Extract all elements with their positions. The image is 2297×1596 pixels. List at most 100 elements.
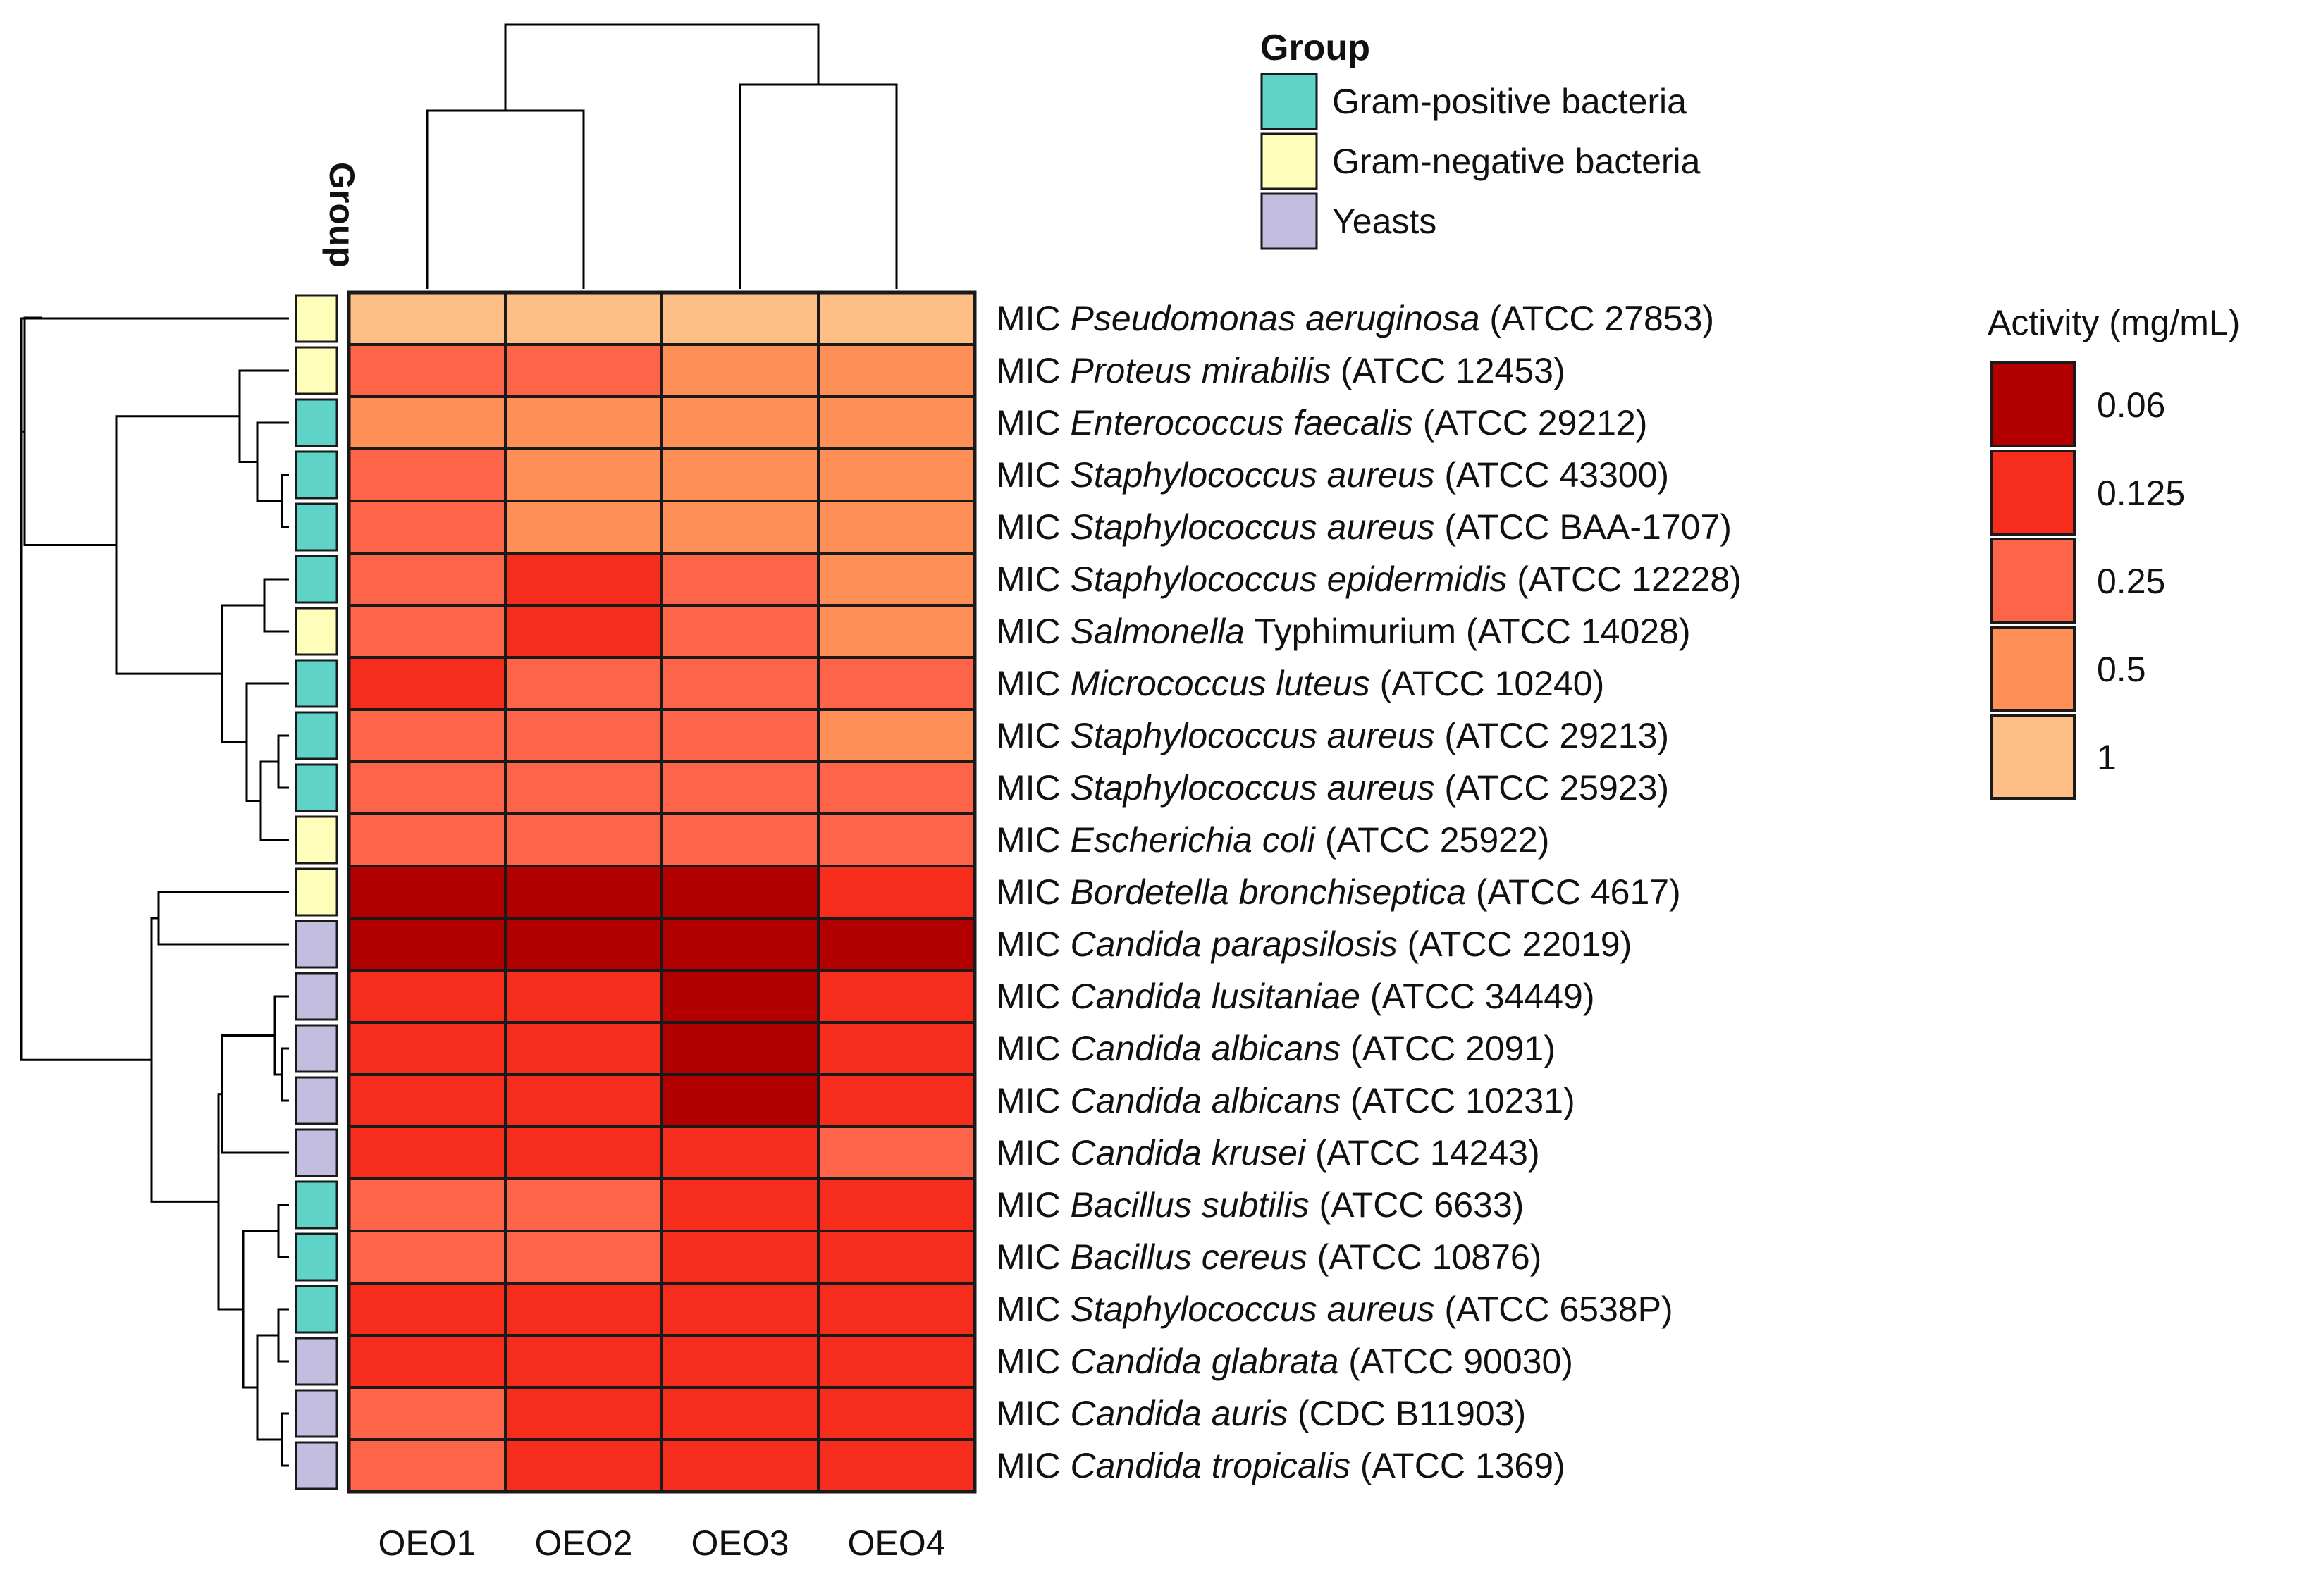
dendrogram-branch (245, 682, 289, 802)
heatmap-cell (504, 865, 663, 920)
group-legend-swatch (1260, 192, 1318, 250)
heatmap-cell (347, 1386, 507, 1441)
activity-legend-label: 0.06 (2097, 385, 2165, 425)
column-label: OEO1 (378, 1523, 476, 1563)
row-label: MIC Candida lusitaniae (ATCC 34449) (996, 977, 1594, 1016)
group-annotation-cell (295, 398, 338, 447)
group-legend-label: Gram-negative bacteria (1332, 142, 1701, 181)
row-label: MIC Bacillus cereus (ATCC 10876) (996, 1237, 1541, 1277)
heatmap-cell (347, 656, 507, 711)
row-label: MIC Candida krusei (ATCC 14243) (996, 1133, 1540, 1173)
dendrogram-branch (504, 23, 820, 111)
activity-legend-swatch (1990, 714, 2076, 800)
heatmap-cell (817, 395, 976, 450)
row-label: MIC Escherichia coli (ATCC 25922) (996, 820, 1549, 860)
group-annotation-cell (295, 659, 338, 708)
heatmap-cell (660, 447, 820, 502)
heatmap-cell (660, 395, 820, 450)
group-annotation-cell (295, 502, 338, 552)
group-annotation-cell (295, 1285, 338, 1334)
heatmap-cell (347, 291, 507, 346)
dendrogram-branch (256, 421, 289, 502)
heatmap-cell (817, 1334, 976, 1389)
group-annotation-cell (295, 555, 338, 604)
heatmap-cell (660, 760, 820, 815)
heatmap-cell (660, 1125, 820, 1180)
heatmap-cell (504, 760, 663, 815)
heatmap-cell (504, 395, 663, 450)
dendrogram-branch (739, 83, 898, 289)
column-dendrogram (426, 23, 898, 289)
heatmap-cell (817, 865, 976, 920)
dendrogram-branch (221, 604, 264, 743)
heatmap-cell (817, 1282, 976, 1337)
heatmap-cell (347, 917, 507, 972)
heatmap-cell (347, 500, 507, 555)
dendrogram-branch (277, 734, 289, 789)
heatmap-cell (504, 812, 663, 867)
dendrogram-branch (277, 1308, 289, 1363)
heatmap-cell (504, 1177, 663, 1232)
heatmap-cell (817, 917, 976, 972)
heatmap-cell (817, 447, 976, 502)
dendrogram-branch (157, 891, 289, 946)
group-annotation-cell (295, 711, 338, 760)
dendrogram-branch (242, 1230, 278, 1389)
dendrogram-branch (150, 917, 218, 1203)
heatmap-cell (817, 343, 976, 398)
heatmap-cell (347, 1230, 507, 1285)
heatmap-cell (660, 343, 820, 398)
heatmap-cell (504, 708, 663, 763)
group-legend-swatch (1260, 132, 1318, 190)
activity-legend-label: 1 (2097, 738, 2117, 777)
activity-legend-label: 0.5 (2097, 650, 2146, 689)
row-label: MIC Salmonella Typhimurium (ATCC 14028) (996, 612, 1691, 651)
heatmap-cell (347, 343, 507, 398)
group-legend-label: Yeasts (1332, 202, 1436, 241)
row-label: MIC Candida tropicalis (ATCC 1369) (996, 1446, 1565, 1485)
heatmap-cell (347, 1125, 507, 1180)
group-annotation-cell (295, 1389, 338, 1438)
heatmap-cell (660, 1073, 820, 1128)
activity-color-legend: Activity (mg/mL) 0.06 0.125 0.25 0.5 1 (1988, 303, 2240, 800)
group-annotation-cell (295, 346, 338, 395)
column-label: OEO3 (691, 1523, 789, 1563)
heatmap-cell (504, 343, 663, 398)
heatmap-cell (817, 500, 976, 555)
heatmap-cell (660, 969, 820, 1024)
group-legend-title: Group (1260, 27, 1370, 68)
heatmap-cell (504, 291, 663, 346)
group-annotation-cell (295, 1024, 338, 1073)
heatmap-cell (660, 291, 820, 346)
heatmap-cell (660, 1334, 820, 1389)
heatmap-cell (660, 1282, 820, 1337)
row-label: MIC Candida auris (CDC B11903) (996, 1394, 1526, 1433)
heatmap-cell (504, 969, 663, 1024)
dendrogram-branch (20, 317, 289, 432)
row-label: MIC Staphylococcus aureus (ATCC 25923) (996, 768, 1669, 808)
row-label: MIC Micrococcus luteus (ATCC 10240) (996, 664, 1604, 703)
heatmap-cell (817, 604, 976, 659)
heatmap-cell (817, 1125, 976, 1180)
group-annotation-cell (295, 920, 338, 969)
group-annotation-cell (295, 1180, 338, 1230)
column-labels: OEO1 OEO2 OEO3 OEO4 (378, 1523, 946, 1563)
heatmap-cell (347, 1073, 507, 1128)
heatmap-cell (347, 552, 507, 607)
group-annotation-cell (295, 972, 338, 1021)
heatmap-cell (660, 656, 820, 711)
row-label: MIC Candida glabrata (ATCC 90030) (996, 1342, 1573, 1381)
heatmap-cell (817, 969, 976, 1024)
dendrogram-branch (263, 578, 289, 633)
row-label: MIC Bacillus subtilis (ATCC 6633) (996, 1185, 1524, 1225)
row-label: MIC Candida parapsilosis (ATCC 22019) (996, 924, 1632, 964)
group-annotation-strip (295, 294, 338, 1490)
group-annotation-cell (295, 294, 338, 343)
heatmap-cell (504, 1125, 663, 1180)
heatmap-cell (504, 1438, 663, 1493)
heatmap-cell (504, 1230, 663, 1285)
row-label: MIC Enterococcus faecalis (ATCC 29212) (996, 403, 1647, 443)
heatmap-cell (504, 1021, 663, 1076)
heatmap-cell (817, 1438, 976, 1493)
row-dendrogram (20, 316, 289, 1467)
